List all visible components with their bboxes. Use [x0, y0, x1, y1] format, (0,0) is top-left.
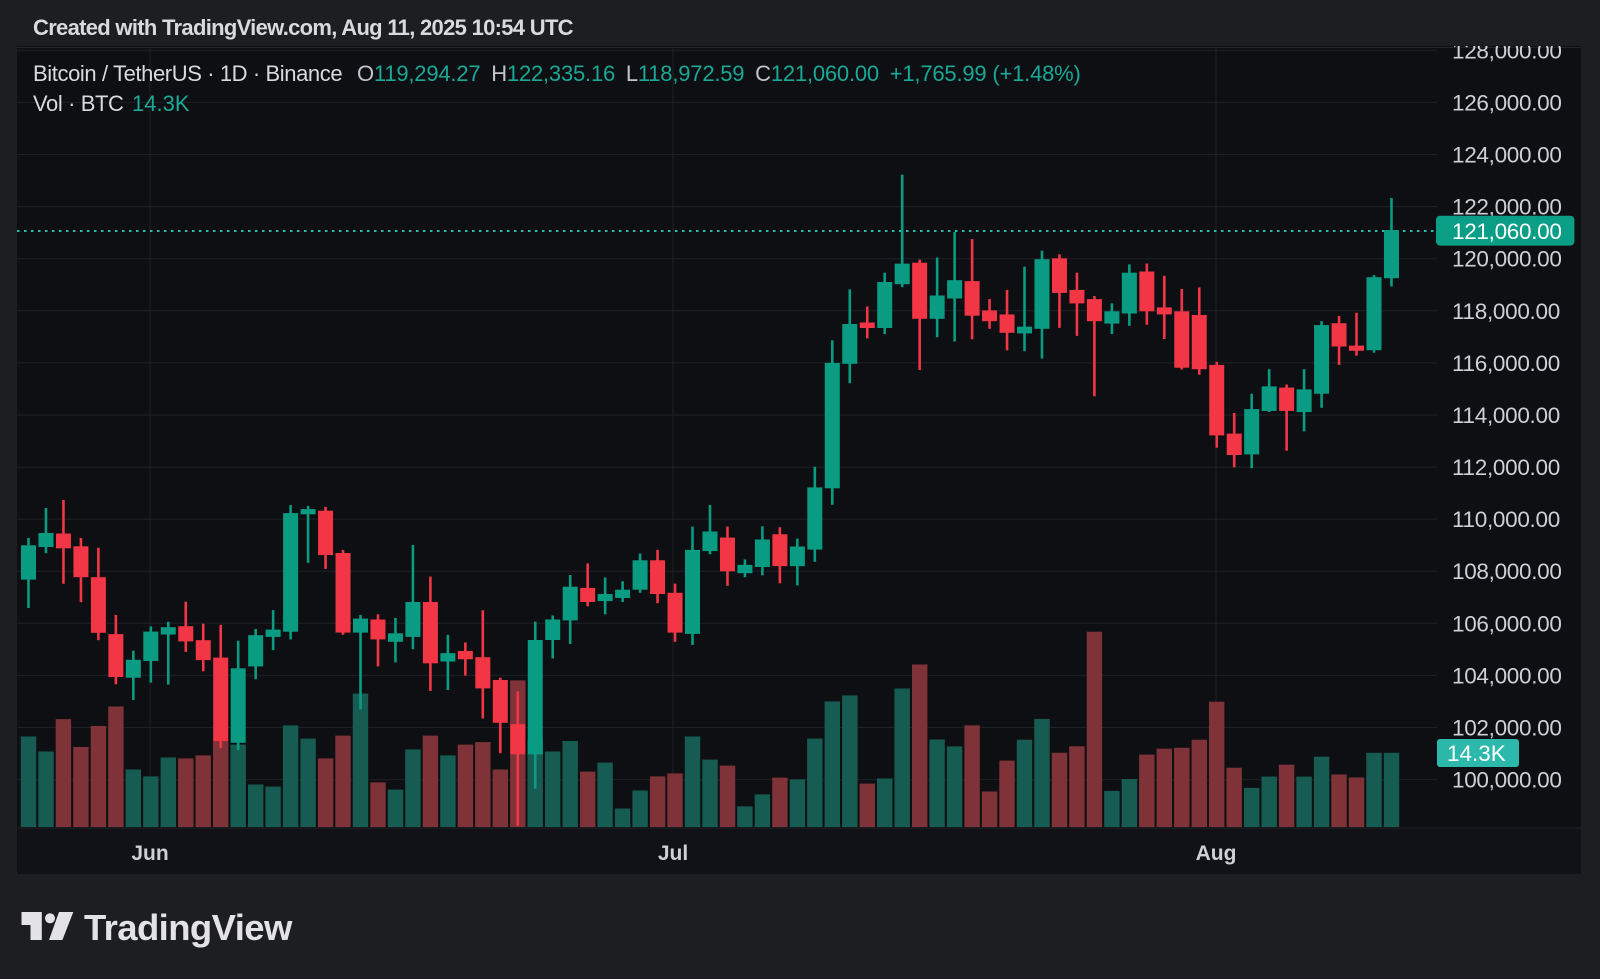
svg-text:120,000.00: 120,000.00	[1452, 247, 1562, 272]
svg-text:118,000.00: 118,000.00	[1452, 299, 1560, 324]
svg-text:Bitcoin / TetherUS · 1D · Bina: Bitcoin / TetherUS · 1D · Binance	[33, 61, 342, 86]
svg-text:102,000.00: 102,000.00	[1452, 716, 1562, 741]
svg-text:Aug: Aug	[1196, 842, 1237, 865]
svg-text:126,000.00: 126,000.00	[1452, 90, 1562, 115]
svg-text:100,000.00: 100,000.00	[1452, 768, 1562, 793]
svg-text:Jun: Jun	[131, 842, 168, 865]
svg-text:116,000.00: 116,000.00	[1452, 351, 1560, 376]
svg-text:121,060.00: 121,060.00	[1452, 219, 1562, 244]
svg-text:112,000.00: 112,000.00	[1452, 455, 1560, 480]
svg-text:124,000.00: 124,000.00	[1452, 143, 1562, 168]
svg-text:122,000.00: 122,000.00	[1452, 195, 1562, 220]
svg-text:Created with TradingView.com,: Created with TradingView.com, Aug 11, 20…	[33, 15, 574, 40]
svg-text:O119,294.27 H122,335.16 L118,9: O119,294.27 H122,335.16 L118,972.59 C121…	[357, 61, 1081, 86]
svg-text:106,000.00: 106,000.00	[1452, 611, 1562, 636]
svg-text:14.3K: 14.3K	[132, 91, 190, 116]
svg-text:Jul: Jul	[658, 842, 688, 865]
svg-text:TradingView: TradingView	[84, 907, 293, 948]
svg-text:114,000.00: 114,000.00	[1452, 403, 1560, 428]
svg-text:14.3K: 14.3K	[1447, 741, 1506, 766]
svg-text:110,000.00: 110,000.00	[1452, 507, 1560, 532]
svg-text:108,000.00: 108,000.00	[1452, 559, 1562, 584]
svg-text:104,000.00: 104,000.00	[1452, 663, 1562, 688]
svg-text:Vol · BTC: Vol · BTC	[33, 91, 124, 116]
